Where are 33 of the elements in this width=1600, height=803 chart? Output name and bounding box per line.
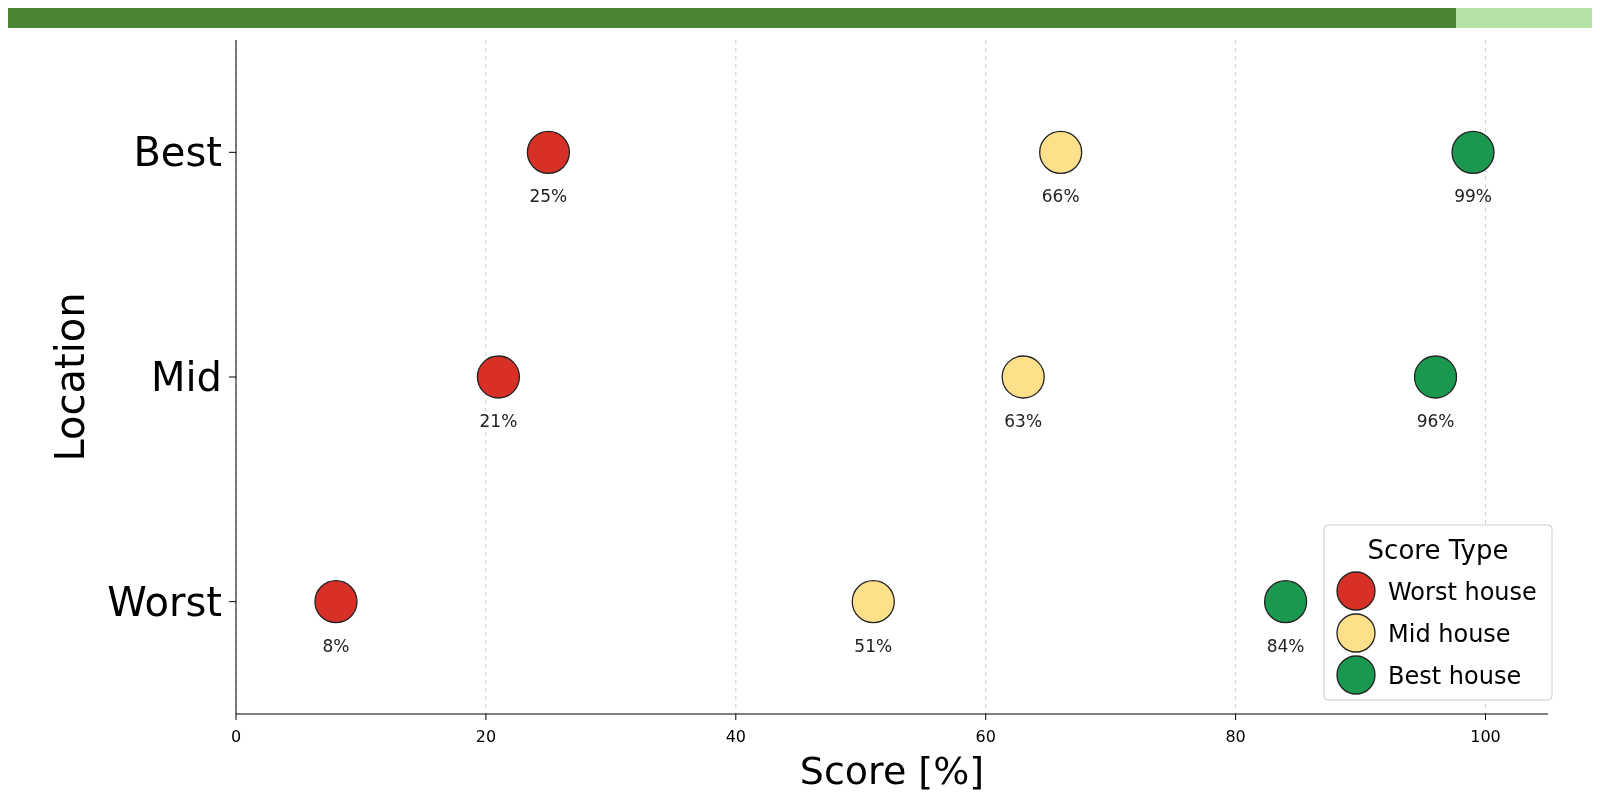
point [1413,355,1458,399]
data-label: 66% [1041,186,1080,207]
point [1001,355,1045,399]
point [314,580,358,624]
data-label: 63% [1004,411,1043,431]
point [851,580,895,624]
legend-label: Mid house [1388,620,1511,648]
x-tick-label: 80 [1225,727,1246,746]
y-tick-label: Worst [107,578,222,625]
y-axis-title: Location [47,292,93,462]
y-tick-label: Best [133,129,222,176]
data-label: 84% [1266,635,1305,656]
data-label: 99% [1454,186,1492,207]
data-label: 8% [322,635,350,656]
legend-label: Worst house [1388,578,1537,606]
point [1451,130,1495,174]
x-axis-title: Score [%] [799,749,985,793]
x-tick-label: 0 [230,727,242,746]
data-label: 25% [529,186,568,207]
data-label: 21% [479,411,518,431]
x-tick-label: 60 [975,727,996,746]
x-tick-label: 40 [725,727,746,746]
point [1263,580,1308,624]
x-tick-label: 100 [1470,727,1501,746]
x-tick-label: 20 [475,727,497,746]
point [526,130,571,174]
y-tick-label: Mid [150,354,222,400]
data-label: 51% [854,635,893,656]
legend-label: Best house [1388,662,1522,690]
point [1039,130,1083,174]
legend-title: Score Type [1367,535,1509,565]
data-label: 96% [1416,411,1455,431]
point [476,355,521,399]
